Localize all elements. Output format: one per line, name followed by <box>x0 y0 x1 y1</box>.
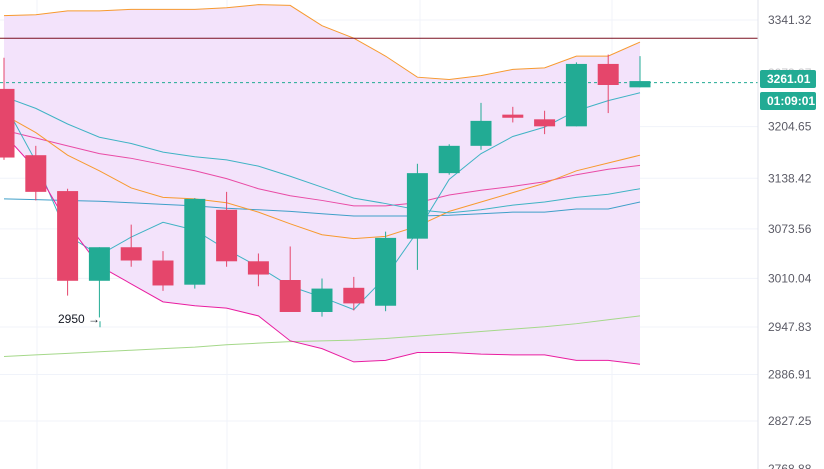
candle-body <box>0 88 15 158</box>
y-tick-label: 3073.56 <box>768 222 812 236</box>
candle-body <box>88 247 110 281</box>
ma-pink-line <box>3 129 641 207</box>
y-tick-label: 3138.42 <box>768 171 812 185</box>
candle <box>343 276 365 311</box>
candle <box>184 198 206 289</box>
candle-body <box>375 237 397 306</box>
candle-body <box>502 114 524 118</box>
candle-body <box>120 247 142 261</box>
candle <box>88 247 110 318</box>
candle <box>597 54 619 114</box>
candle <box>0 57 15 160</box>
candles <box>0 54 651 318</box>
candle <box>216 191 238 267</box>
candle-body <box>438 145 460 174</box>
candle-body <box>565 63 587 127</box>
candle-body <box>25 155 47 192</box>
annotations: 2950 → <box>58 312 101 328</box>
candle-body <box>184 198 206 285</box>
ma-blue-line <box>3 198 641 217</box>
bollinger-upper-line <box>3 4 641 81</box>
candle <box>629 56 651 88</box>
y-tick-label: 2827.25 <box>768 414 812 428</box>
y-tick-label: 2768.88 <box>768 462 812 469</box>
candle <box>565 62 587 127</box>
bollinger-lower-line <box>3 133 641 365</box>
y-tick-label: 3204.65 <box>768 120 812 134</box>
moving-averages <box>3 4 641 365</box>
ma-green-line <box>3 315 641 357</box>
y-tick-label: 3010.04 <box>768 271 812 285</box>
candle-body <box>279 280 301 312</box>
candle-body <box>311 288 333 312</box>
countdown-tag <box>760 92 816 110</box>
candle-body <box>534 119 556 127</box>
countdown-label: 01:09:01 <box>767 94 815 108</box>
candle-body <box>629 81 651 88</box>
candle <box>311 278 333 317</box>
current-price-tag <box>760 70 816 88</box>
candle <box>279 246 301 312</box>
candle <box>470 102 492 150</box>
y-tick-label: 2947.83 <box>768 320 812 334</box>
ma-teal-slow-line <box>3 96 641 214</box>
candle-body <box>597 63 619 85</box>
candle-body <box>470 120 492 146</box>
candle-body <box>152 260 174 286</box>
price-tags: 3261.01 01:09:01 <box>760 70 816 110</box>
y-tick-label: 3341.32 <box>768 13 812 27</box>
candle-body <box>247 261 269 275</box>
candle <box>247 253 269 287</box>
candle <box>375 231 397 312</box>
candle <box>502 106 524 123</box>
candle <box>406 163 428 270</box>
candle <box>57 188 79 296</box>
candle <box>534 110 556 135</box>
candle-body <box>57 191 79 281</box>
candle <box>25 145 47 201</box>
candle <box>120 224 142 267</box>
y-tick-label: 2886.91 <box>768 367 812 381</box>
candle-body <box>406 173 428 239</box>
candle-body <box>216 209 238 262</box>
candle <box>438 144 460 175</box>
price-annotation: 2950 → <box>58 312 100 326</box>
candle-body <box>343 287 365 304</box>
ma-orange-line <box>3 114 641 240</box>
current-price-label: 3261.01 <box>767 72 811 86</box>
candle <box>152 251 174 291</box>
